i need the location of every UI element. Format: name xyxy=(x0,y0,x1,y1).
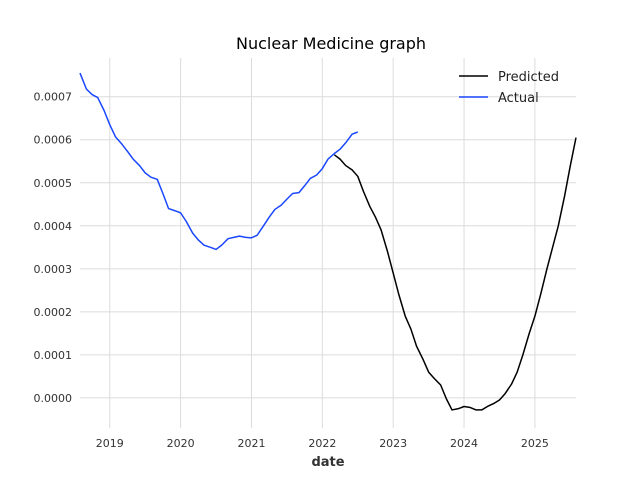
y-tick-label: 0.0007 xyxy=(34,91,73,104)
y-tick-label: 0.0000 xyxy=(34,392,73,405)
x-tick-label: 2022 xyxy=(308,437,336,450)
y-tick-label: 0.0005 xyxy=(34,177,73,190)
series-group xyxy=(79,72,577,411)
x-tick-label: 2023 xyxy=(379,437,407,450)
series-line-predicted xyxy=(333,137,577,411)
y-tick-label: 0.0001 xyxy=(34,349,73,362)
y-tick-label: 0.0004 xyxy=(34,220,73,233)
x-axis-label: date xyxy=(311,455,344,470)
legend-label-actual: Actual xyxy=(498,91,539,106)
x-tick-label: 2025 xyxy=(521,437,549,450)
legend-label-predicted: Predicted xyxy=(498,70,559,85)
x-axis-ticks: 2019 2020 2021 2022 2023 2024 2025 xyxy=(96,437,549,450)
legend: Predicted Actual xyxy=(459,70,559,106)
y-tick-label: 0.0003 xyxy=(34,263,73,276)
x-tick-label: 2024 xyxy=(450,437,478,450)
series-line-actual xyxy=(79,72,359,251)
chart-title: Nuclear Medicine graph xyxy=(236,34,426,53)
x-tick-label: 2019 xyxy=(96,437,124,450)
y-tick-label: 0.0006 xyxy=(34,134,73,147)
x-tick-label: 2020 xyxy=(167,437,195,450)
x-tick-label: 2021 xyxy=(237,437,265,450)
y-axis-ticks: 0.0000 0.0001 0.0002 0.0003 0.0004 0.0005 0.00… xyxy=(34,91,73,405)
grid xyxy=(80,58,576,428)
y-tick-label: 0.0002 xyxy=(34,306,73,319)
